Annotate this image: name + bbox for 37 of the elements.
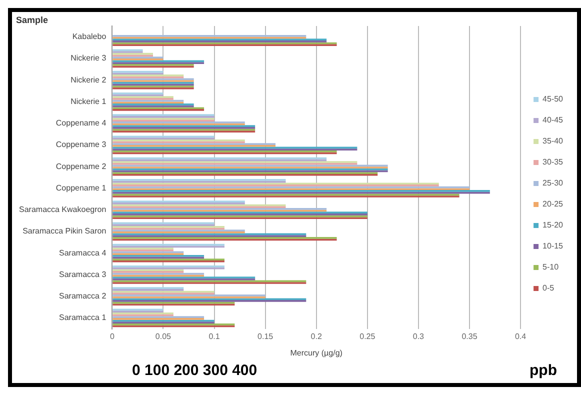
y-tick-label: Saramacca 1 xyxy=(59,313,107,322)
x-tick-label: 0.25 xyxy=(360,332,376,341)
x-tick-label: 0.4 xyxy=(514,332,527,341)
legend-label: 40-45 xyxy=(542,116,564,125)
text: ppb xyxy=(530,362,557,379)
y-tick-label: Saramacca 2 xyxy=(59,292,107,301)
y-tick-label: Nickerie 2 xyxy=(70,75,107,84)
legend-label: 45-50 xyxy=(542,94,564,104)
x-tick-label: 0.3 xyxy=(412,332,425,341)
y-tick-label: Saramacca Kwakoegron xyxy=(19,205,106,214)
y-tick-label: Kabalebo xyxy=(72,32,107,42)
y-tick-label: Coppename 2 xyxy=(56,162,107,171)
legend-label: 5-10 xyxy=(542,262,560,272)
x-axis-title: Mercury (µg/g) xyxy=(290,348,343,358)
text: 0 100 200 300 400 xyxy=(132,362,258,379)
legend-label: 0-5 xyxy=(542,284,555,293)
y-tick-label: Nickerie 3 xyxy=(70,54,107,63)
legend-label: 35-40 xyxy=(542,136,564,146)
x-tick-label: 0.05 xyxy=(155,332,172,341)
x-tick-label: 0 xyxy=(110,332,115,341)
y-tick-label: Coppename 1 xyxy=(56,183,107,192)
x-tick-label: 0.35 xyxy=(462,332,478,341)
legend-label: 25-30 xyxy=(542,178,564,188)
y-tick-label: Saramacca 3 xyxy=(59,270,107,279)
legend-label: 30-35 xyxy=(542,158,564,167)
legend-label: 15-20 xyxy=(542,220,564,230)
y-tick-label: Coppename 4 xyxy=(56,118,107,128)
y-tick-label: Saramacca Pikin Saron xyxy=(22,226,106,236)
y-tick-label: Nickerie 1 xyxy=(70,96,107,106)
y-tick-label: Coppename 3 xyxy=(56,140,107,150)
legend-label: 10-15 xyxy=(542,242,564,251)
x-tick-label: 0.15 xyxy=(258,332,274,341)
y-axis-title: Sample xyxy=(16,14,48,25)
x-tick-label: 0.1 xyxy=(208,332,220,341)
x-tick-label: 0.2 xyxy=(310,332,322,341)
y-tick-label: Saramacca 4 xyxy=(59,248,107,258)
legend-label: 20-25 xyxy=(542,200,564,209)
